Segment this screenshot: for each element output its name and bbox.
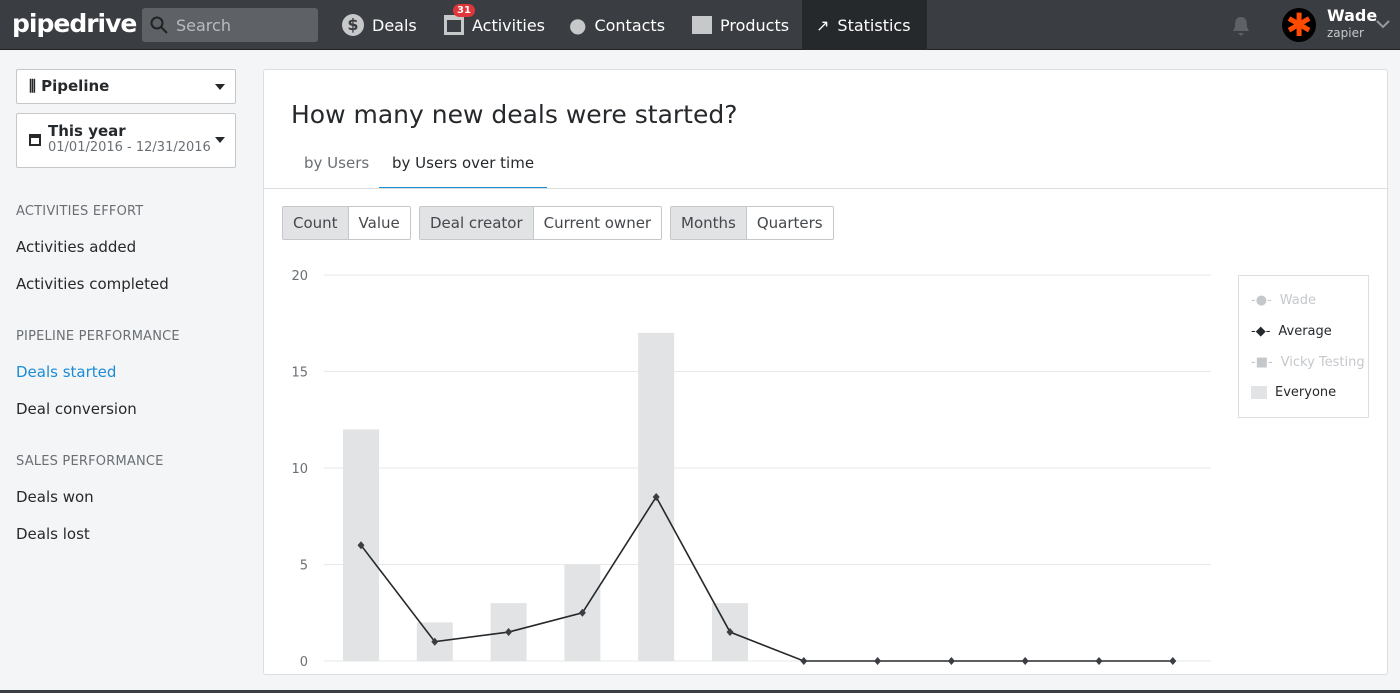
nav-statistics[interactable]: ↗ Statistics	[802, 0, 927, 50]
sidebar: ⫼ Pipeline This year 01/01/2016 - 12/31/…	[16, 69, 236, 543]
y-tick-label: 15	[291, 366, 308, 381]
line-point	[505, 628, 513, 637]
activities-badge: 31	[453, 4, 475, 17]
search-icon	[150, 16, 168, 34]
nav-products[interactable]: Products	[678, 0, 803, 50]
sidebar-item-activities-added[interactable]: Activities added	[16, 238, 137, 256]
sidebar-item-deals-won[interactable]: Deals won	[16, 488, 94, 506]
chart-legend: -●- Wade -◆- Average -■- Vicky Testing Ever…	[1238, 275, 1369, 418]
line-point	[1095, 657, 1103, 665]
nav-contacts[interactable]: ● Contacts	[569, 13, 666, 37]
legend-item-wade[interactable]: -●- Wade	[1251, 293, 1316, 308]
nav-deals[interactable]: $ Deals	[328, 0, 431, 50]
value-button[interactable]: Value	[347, 207, 410, 239]
x-tick-label: Dec	[1160, 673, 1185, 675]
x-tick-label: Jan	[350, 673, 371, 675]
sidebar-item-activities-completed[interactable]: Activities completed	[16, 275, 169, 293]
divider	[264, 188, 1387, 189]
pipeline-dropdown[interactable]: ⫼ Pipeline	[16, 69, 236, 104]
legend-item-everyone[interactable]: Everyone	[1251, 385, 1336, 400]
line-point	[431, 637, 439, 646]
bar-swatch-icon	[1251, 386, 1267, 399]
y-tick-label: 0	[300, 655, 308, 670]
chevron-down-icon[interactable]	[1376, 19, 1390, 29]
pipeline-icon: ⫼	[29, 77, 42, 95]
period-dropdown[interactable]: This year 01/01/2016 - 12/31/2016	[16, 113, 236, 168]
tab-by-users[interactable]: by Users	[304, 154, 370, 172]
x-tick-label: Apr	[571, 673, 594, 675]
nav-activities[interactable]: Activities	[430, 0, 559, 50]
measure-toggle: Count Value	[282, 206, 411, 240]
chart: 0 5 10 15 20 Jan Feb Mar Apr May Jun Jul Aug Sep Oct No…	[291, 269, 1211, 675]
search-input[interactable]: Search	[142, 8, 318, 42]
x-tick-label: Nov	[1086, 673, 1112, 675]
line-point	[800, 657, 808, 665]
line-point	[1021, 657, 1029, 665]
x-tick-label: Sep	[939, 673, 964, 675]
owner-toggle: Deal creator Current owner	[419, 206, 663, 240]
y-tick-label: 20	[291, 269, 308, 284]
line-point	[726, 628, 734, 637]
box-icon	[692, 16, 712, 34]
page-title: How many new deals were started?	[291, 100, 738, 129]
line-point	[578, 608, 586, 617]
count-button[interactable]: Count	[283, 207, 348, 239]
current-owner-button[interactable]: Current owner	[532, 207, 661, 239]
interval-toggle: Months Quarters	[670, 206, 834, 240]
months-button[interactable]: Months	[671, 207, 746, 239]
avatar[interactable]: ✱	[1282, 8, 1316, 42]
line-marker-icon: -●-	[1251, 293, 1272, 308]
x-tick-label: Jun	[719, 673, 740, 675]
report-panel: How many new deals were started? by User…	[263, 69, 1388, 675]
sidebar-item-deals-started[interactable]: Deals started	[16, 363, 117, 381]
sidebar-item-deals-lost[interactable]: Deals lost	[16, 525, 90, 543]
x-tick-label: Mar	[496, 673, 521, 675]
section-title: Pipeline performance	[16, 329, 180, 344]
calendar-icon	[444, 15, 464, 35]
line-point	[357, 541, 365, 550]
dollar-icon: $	[342, 14, 364, 36]
y-tick-label: 5	[300, 559, 308, 574]
quarters-button[interactable]: Quarters	[745, 207, 833, 239]
section-title: Sales performance	[16, 454, 164, 469]
line-marker-icon: -■-	[1251, 355, 1273, 370]
x-tick-label: Feb	[423, 673, 446, 675]
user-name[interactable]: Wade	[1327, 6, 1378, 25]
calendar-icon	[29, 134, 41, 146]
person-icon: ●	[569, 13, 587, 37]
legend-item-vicky-testing[interactable]: -■- Vicky Testing	[1251, 355, 1365, 370]
deal-creator-button[interactable]: Deal creator	[420, 207, 533, 239]
section-title: Activities effort	[16, 204, 144, 219]
top-bar: pipedrive Search $ Deals Activities 31 ● C…	[0, 0, 1400, 50]
x-tick-label: Oct	[1014, 673, 1036, 675]
average-line	[360, 495, 1173, 662]
bell-icon[interactable]	[1231, 15, 1251, 37]
trend-icon: ↗	[816, 15, 830, 35]
y-tick-label: 10	[291, 462, 308, 477]
line-marker-icon: -◆-	[1251, 324, 1271, 339]
user-org: zapier	[1327, 26, 1364, 40]
legend-item-average[interactable]: -◆- Average	[1251, 324, 1332, 339]
sidebar-item-deal-conversion[interactable]: Deal conversion	[16, 400, 137, 418]
x-tick-label: May	[643, 673, 670, 675]
line-point	[947, 657, 955, 665]
line-point	[1169, 657, 1177, 665]
bottom-edge	[0, 690, 1400, 693]
logo[interactable]: pipedrive	[12, 9, 137, 38]
line-point	[874, 657, 882, 665]
x-tick-label: Jul	[795, 673, 812, 675]
line-point	[652, 492, 660, 501]
x-tick-label: Aug	[865, 673, 890, 675]
